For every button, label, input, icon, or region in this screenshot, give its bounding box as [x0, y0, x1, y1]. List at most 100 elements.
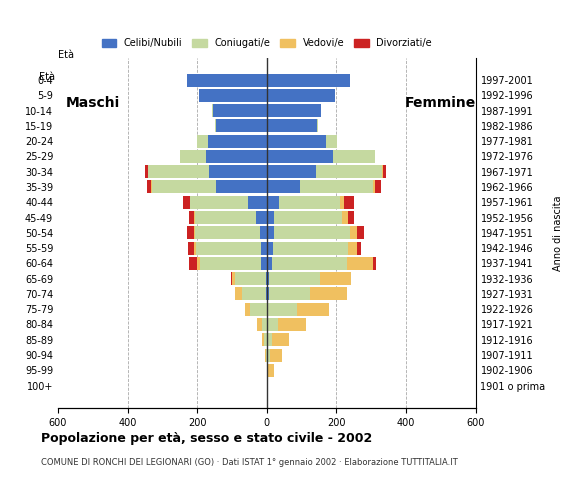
- Bar: [383, 165, 386, 178]
- Bar: [269, 288, 310, 300]
- Bar: [216, 120, 267, 132]
- Bar: [267, 226, 274, 240]
- Bar: [272, 333, 289, 346]
- Bar: [266, 288, 267, 300]
- Text: Maschi: Maschi: [66, 96, 120, 110]
- Bar: [267, 165, 316, 178]
- Bar: [267, 257, 272, 270]
- Bar: [235, 272, 266, 285]
- Bar: [333, 150, 375, 163]
- Bar: [267, 348, 270, 361]
- Bar: [215, 120, 216, 132]
- Bar: [145, 165, 148, 178]
- Bar: [267, 318, 278, 331]
- Bar: [248, 196, 267, 209]
- Bar: [212, 104, 213, 117]
- Bar: [245, 303, 250, 316]
- Bar: [267, 104, 321, 117]
- Bar: [190, 196, 248, 209]
- Text: Età: Età: [38, 72, 55, 83]
- Bar: [347, 257, 373, 270]
- Bar: [278, 318, 306, 331]
- Bar: [195, 211, 256, 224]
- Bar: [197, 134, 208, 148]
- Bar: [209, 165, 267, 178]
- Bar: [262, 318, 267, 331]
- Bar: [268, 303, 298, 316]
- Bar: [268, 364, 274, 377]
- Bar: [188, 241, 194, 254]
- Bar: [262, 333, 264, 346]
- Bar: [320, 272, 351, 285]
- Bar: [344, 196, 354, 209]
- Bar: [274, 226, 350, 240]
- Bar: [180, 150, 206, 163]
- Bar: [300, 180, 373, 193]
- Bar: [382, 165, 383, 178]
- Text: COMUNE DI RONCHI DEI LEGIONARI (GO) · Dati ISTAT 1° gennaio 2002 · Elaborazione : COMUNE DI RONCHI DEI LEGIONARI (GO) · Da…: [41, 458, 458, 468]
- Bar: [151, 180, 152, 193]
- Bar: [373, 257, 376, 270]
- Bar: [265, 348, 266, 361]
- Bar: [269, 272, 320, 285]
- Bar: [258, 318, 262, 331]
- Bar: [279, 196, 340, 209]
- Bar: [148, 165, 209, 178]
- Bar: [267, 288, 269, 300]
- Bar: [274, 211, 342, 224]
- Bar: [197, 257, 200, 270]
- Bar: [189, 257, 197, 270]
- Y-axis label: Anno di nascita: Anno di nascita: [553, 195, 563, 271]
- Bar: [267, 364, 268, 377]
- Bar: [233, 272, 235, 285]
- Bar: [272, 257, 347, 270]
- Bar: [260, 257, 267, 270]
- Bar: [264, 333, 267, 346]
- Text: Popolazione per età, sesso e stato civile - 2002: Popolazione per età, sesso e stato civil…: [41, 432, 372, 445]
- Bar: [267, 134, 326, 148]
- Bar: [199, 89, 267, 102]
- Bar: [267, 150, 333, 163]
- Bar: [375, 180, 381, 193]
- Bar: [147, 180, 151, 193]
- Bar: [194, 241, 196, 254]
- Bar: [357, 226, 364, 240]
- Bar: [267, 89, 335, 102]
- Bar: [194, 226, 195, 240]
- Bar: [267, 180, 300, 193]
- Bar: [273, 241, 348, 254]
- Bar: [267, 211, 274, 224]
- Bar: [340, 196, 344, 209]
- Bar: [260, 226, 267, 240]
- Bar: [267, 272, 269, 285]
- Bar: [310, 288, 347, 300]
- Bar: [216, 180, 267, 193]
- Bar: [235, 288, 242, 300]
- Bar: [266, 348, 267, 361]
- Bar: [187, 226, 194, 240]
- Bar: [187, 73, 267, 86]
- Bar: [208, 134, 267, 148]
- Bar: [347, 211, 354, 224]
- Bar: [189, 211, 194, 224]
- Bar: [242, 288, 266, 300]
- Bar: [195, 226, 260, 240]
- Bar: [196, 241, 260, 254]
- Bar: [213, 104, 267, 117]
- Bar: [298, 303, 329, 316]
- Text: Età: Età: [58, 50, 74, 60]
- Bar: [267, 196, 279, 209]
- Bar: [194, 211, 195, 224]
- Bar: [267, 73, 350, 86]
- Bar: [373, 180, 375, 193]
- Bar: [260, 241, 267, 254]
- Bar: [267, 303, 268, 316]
- Bar: [231, 272, 233, 285]
- Bar: [267, 241, 273, 254]
- Bar: [342, 211, 347, 224]
- Bar: [256, 211, 267, 224]
- Bar: [316, 165, 382, 178]
- Bar: [266, 272, 267, 285]
- Bar: [350, 226, 357, 240]
- Bar: [200, 257, 260, 270]
